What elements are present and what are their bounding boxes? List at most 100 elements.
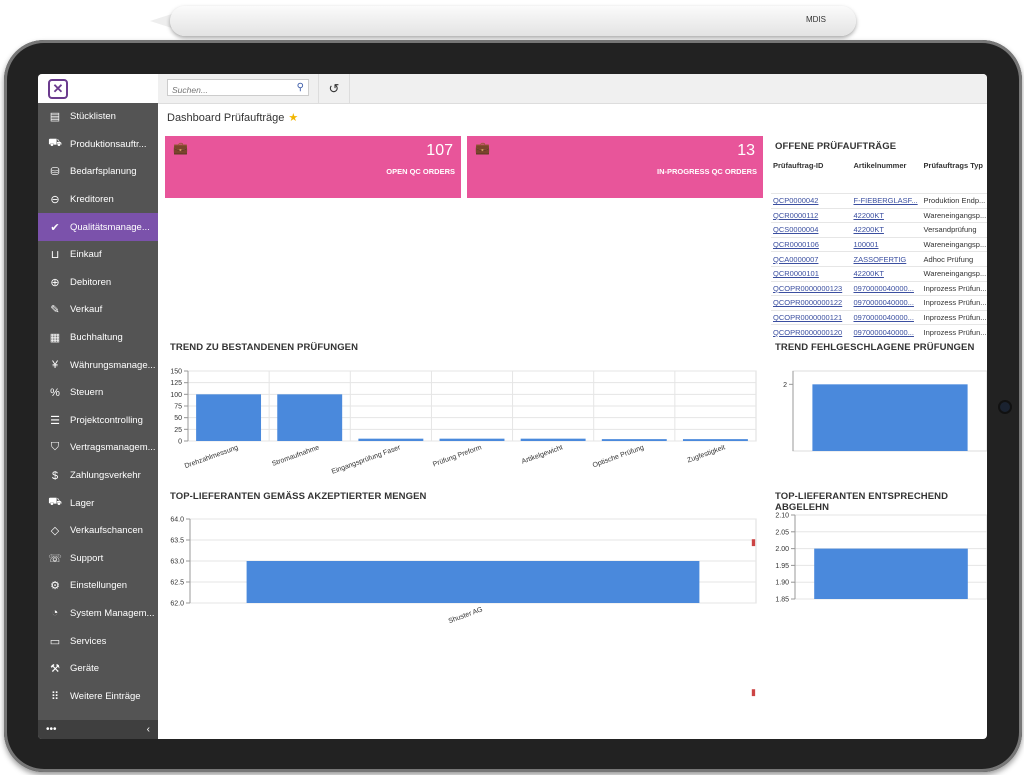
passed-trend-title: TREND ZU BESTANDENEN PRÜFUNGEN — [170, 342, 359, 353]
article-number-link[interactable]: 42200KT — [853, 210, 884, 220]
table-cell: QCOPR0000000123 — [771, 280, 852, 296]
table-row[interactable]: QCOPR0000000123 0970000040000... Inprozess… — [771, 280, 987, 296]
table-row[interactable]: QCA0000007 ZASSOFERTIG Adhoc Prüfung — [771, 251, 987, 267]
sidebar-item[interactable]: ⛁ Bedarfsplanung — [38, 158, 158, 186]
sidebar-item[interactable]: ☏ Support — [38, 545, 158, 573]
article-number-link[interactable]: 42200KT — [853, 269, 884, 279]
order-id-link[interactable]: QCOPR0000000120 — [773, 327, 843, 337]
pencil-brand-label: MDIS — [806, 15, 826, 24]
search-icon[interactable]: ⚲ — [296, 82, 304, 93]
search-input[interactable] — [168, 82, 292, 98]
sidebar-item[interactable]: ▭ Services — [38, 627, 158, 655]
order-id-link[interactable]: QCOPR0000000121 — [773, 313, 843, 323]
order-id-link[interactable]: QCR0000101 — [773, 269, 819, 279]
sidebar-item[interactable]: ¥ Währungsmanage... — [38, 351, 158, 379]
y-tick-label: 62.5 — [170, 580, 184, 587]
cart-icon: ⛁ — [50, 166, 60, 179]
bar — [196, 394, 262, 441]
sidebar-item[interactable]: ⠿ Weitere Einträge — [38, 682, 158, 710]
article-number-link[interactable]: 0970000040000... — [853, 283, 914, 293]
sidebar-item[interactable]: ⊔ Einkauf — [38, 241, 158, 269]
sidebar-item[interactable]: ▦ Buchhaltung — [38, 324, 158, 352]
y-tick-label: 1.95 — [775, 563, 789, 570]
x-tick-label: Shuster AG — [448, 606, 484, 625]
bar — [812, 384, 968, 451]
sidebar-item[interactable]: ✎ Verkauf — [38, 296, 158, 324]
history-button[interactable]: ↺ — [318, 74, 350, 103]
table-cell: 0970000040000... — [851, 324, 922, 339]
sidebar-item[interactable]: ☰ Projektcontrolling — [38, 407, 158, 435]
article-number-link[interactable]: 42200KT — [853, 225, 884, 235]
order-id-link[interactable]: QCR0000106 — [773, 240, 819, 250]
y-tick-label: 2 — [783, 382, 787, 389]
article-number-link[interactable]: 100001 — [853, 240, 879, 250]
table-cell: Inprozess Prüfun... — [921, 309, 987, 325]
logo-area[interactable]: ✕ — [38, 74, 158, 103]
column-header[interactable]: Artikelnummer — [853, 161, 907, 170]
sidebar-item[interactable]: ◇ Verkaufschancen — [38, 517, 158, 545]
column-header[interactable]: Prüfauftrags Typ — [923, 161, 983, 170]
sidebar-item[interactable]: ⊖ Kreditoren — [38, 186, 158, 214]
sidebar-item[interactable]: ▤ Stücklisten — [38, 103, 158, 131]
app-logo-icon[interactable]: ✕ — [48, 78, 68, 99]
table-cell: QCOPR0000000121 — [771, 309, 852, 325]
x-tick-label: Optische Prüfung — [592, 444, 645, 469]
history-icon: ↺ — [328, 80, 340, 96]
article-number-link[interactable]: 0970000040000... — [853, 313, 914, 323]
sidebar-item[interactable]: ⛉ Vertragsmanagem... — [38, 434, 158, 462]
chart-export-icon[interactable]: ▮ — [751, 537, 756, 547]
article-number-link[interactable]: F-FIEBERGLASF... — [853, 196, 918, 206]
column-header[interactable]: Prüfauftrag-ID — [773, 161, 824, 170]
order-id-link[interactable]: QCP0000042 — [773, 196, 819, 206]
sidebar-item[interactable]: % Steuern — [38, 379, 158, 407]
article-number-link[interactable]: ZASSOFERTIG — [853, 254, 907, 264]
chart-export-icon[interactable]: ▮ — [751, 687, 756, 697]
table-row[interactable]: QCS0000004 42200KT Versandprüfung — [771, 222, 987, 238]
failed-trend-chart: 2 — [783, 370, 987, 452]
table-row[interactable]: QCOPR0000000121 0970000040000... Inprozess… — [771, 309, 987, 325]
table-row[interactable]: QCOPR0000000120 0970000040000... Inprozess… — [771, 324, 987, 339]
favorite-star-icon[interactable]: ★ — [288, 112, 299, 124]
sidebar-item[interactable]: ⛟ Produktionsauftr... — [38, 131, 158, 159]
sidebar-item[interactable]: ⛟ Lager — [38, 489, 158, 517]
in-progress-qc-orders-tile[interactable]: 💼 13 IN-PROGRESS QC ORDERS — [467, 136, 763, 198]
table-row[interactable]: QCR0000106 100001 Wareneingangsp... — [771, 236, 987, 252]
table-row[interactable]: QCP0000042 F-FIEBERGLASF... Produktion End… — [771, 193, 987, 209]
table-row[interactable]: QCR0000112 42200KT Wareneingangsp... — [771, 207, 987, 223]
y-tick-label: 50 — [174, 415, 182, 422]
sidebar-item-label: Kreditoren — [70, 194, 114, 206]
sidebar-item[interactable]: ⚙ Einstellungen — [38, 572, 158, 600]
article-number-link[interactable]: 0970000040000... — [853, 298, 914, 308]
open-qc-orders-count: 107 — [426, 142, 453, 159]
x-tick-label: Prüfung Preform — [432, 444, 483, 468]
more-options-button[interactable]: ••• — [46, 724, 57, 735]
sidebar-item-label: Geräte — [70, 663, 100, 675]
bar — [439, 438, 505, 441]
sidebar-item-label: Projektcontrolling — [70, 414, 143, 426]
table-row[interactable]: QCOPR0000000122 0970000040000... Inprozess… — [771, 295, 987, 311]
order-id-link[interactable]: QCS0000004 — [773, 225, 819, 235]
x-tick-label: Zugfestigkeit — [686, 444, 726, 464]
pie-chart-icon: ◔ — [51, 607, 59, 620]
sidebar-item[interactable]: $ Zahlungsverkehr — [38, 462, 158, 490]
y-tick-label: 25 — [174, 427, 182, 434]
order-id-link[interactable]: QCR0000112 — [773, 210, 819, 220]
sidebar-item-label: Steuern — [70, 387, 104, 399]
open-qc-orders-tile[interactable]: 💼 107 OPEN QC ORDERS — [165, 136, 461, 198]
sidebar-item[interactable]: ◔ System Managem... — [38, 600, 158, 628]
article-number-link[interactable]: 0970000040000... — [853, 327, 914, 337]
table-cell: 42200KT — [851, 207, 922, 223]
table-row[interactable]: QCR0000101 42200KT Wareneingangsp... — [771, 265, 987, 282]
currency-icon: ¥ — [51, 359, 59, 372]
sidebar-item[interactable]: ⊕ Debitoren — [38, 269, 158, 297]
sidebar-item[interactable]: ✔ Qualitätsmanage... — [38, 213, 158, 241]
sidebar-item[interactable]: ⚒ Geräte — [38, 655, 158, 683]
table-cell: 0970000040000... — [851, 295, 922, 311]
table-cell: QCR0000112 — [771, 207, 852, 223]
sidebar: ✕ ▤ Stücklisten ⛟ Produktionsauftr... ⛁ Bedar… — [38, 74, 158, 739]
search-box[interactable]: ⚲ — [167, 79, 309, 98]
order-id-link[interactable]: QCA0000007 — [773, 254, 819, 264]
order-id-link[interactable]: QCOPR0000000122 — [773, 298, 843, 308]
order-id-link[interactable]: QCOPR0000000123 — [773, 283, 843, 293]
collapse-sidebar-button[interactable]: ‹ — [146, 724, 150, 735]
